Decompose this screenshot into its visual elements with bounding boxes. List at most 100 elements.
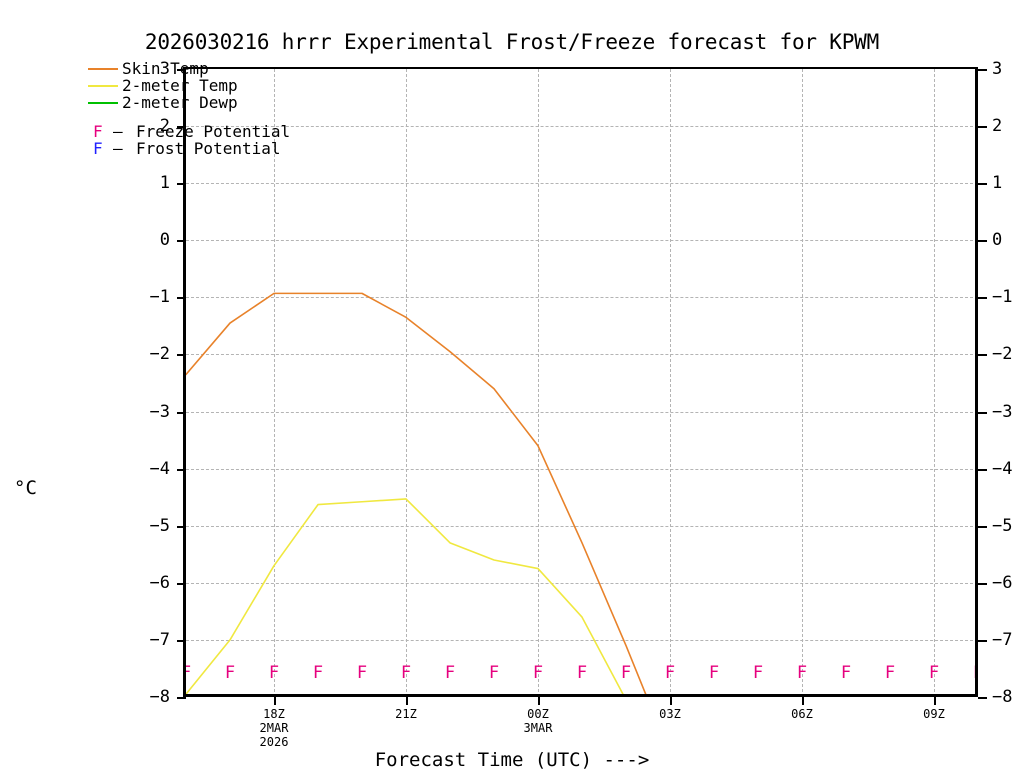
legend-line-swatch <box>88 85 118 87</box>
freeze-potential-marker: F <box>400 663 412 684</box>
horizontal-gridline <box>186 126 978 128</box>
x-tick <box>802 697 804 705</box>
legend-marker-dash: — <box>113 139 123 158</box>
y-tick-left <box>177 639 186 642</box>
y-tick-left <box>177 297 186 300</box>
y-tick-label-left: −8 <box>149 687 170 707</box>
y-axis-title: °C <box>14 477 37 499</box>
horizontal-gridline <box>186 411 978 413</box>
y-tick-label-left: 2 <box>159 116 170 137</box>
y-tick-left <box>177 183 186 186</box>
y-tick-label-right: −5 <box>992 515 1013 536</box>
y-tick-right <box>978 639 987 642</box>
x-tick-hour: 06Z <box>791 707 813 721</box>
freeze-potential-marker: F <box>224 663 236 684</box>
freeze-potential-marker: F <box>928 663 940 684</box>
freeze-potential-marker: F <box>268 663 280 684</box>
vertical-gridline <box>406 69 407 697</box>
freeze-potential-marker: F <box>444 663 456 684</box>
x-tick-hour: 18Z <box>263 707 285 721</box>
freeze-potential-marker: F <box>532 663 544 684</box>
legend-line-item: 2-meter Dewp <box>88 93 428 112</box>
horizontal-gridline <box>186 297 978 299</box>
y-tick-label-right: 0 <box>992 230 1003 251</box>
x-tick-label: 06Z <box>752 707 852 721</box>
x-tick-label: 03Z <box>620 707 720 721</box>
x-tick <box>670 697 672 705</box>
y-tick-right <box>978 468 987 471</box>
y-tick-left <box>177 126 186 129</box>
y-tick-right <box>978 69 987 71</box>
legend-marker-item: F — Freeze Potential <box>88 122 428 141</box>
freeze-potential-marker: F <box>186 665 193 682</box>
freeze-potential-marker: F <box>796 663 808 684</box>
y-tick-label-right: −7 <box>992 629 1013 650</box>
legend-line-swatch <box>88 68 118 70</box>
y-tick-right <box>978 582 987 585</box>
y-tick-label-left: −1 <box>149 287 170 308</box>
legend-marker-dash: — <box>113 122 123 141</box>
y-tick-label-left: 0 <box>159 230 170 251</box>
y-tick-left <box>177 468 186 471</box>
series-svg <box>186 292 648 697</box>
freeze-potential-marker: F <box>840 663 852 684</box>
x-tick <box>934 697 936 705</box>
y-tick-right <box>978 126 987 129</box>
x-tick <box>274 697 276 705</box>
plot-area: FFFFFFFFFFFFFFFFFFF <box>186 69 978 697</box>
y-tick-label-left: −4 <box>149 458 170 479</box>
legend-line-label: Skin Temp <box>122 59 209 78</box>
y-tick-label-right: −3 <box>992 401 1013 422</box>
horizontal-gridline <box>186 525 978 527</box>
y-tick-label-left: −6 <box>149 572 170 593</box>
y-tick-right <box>978 525 987 528</box>
vertical-gridline <box>670 69 671 697</box>
y-tick-label-right: −4 <box>992 458 1013 479</box>
legend-marker-glyph: F <box>93 122 103 141</box>
y-tick-label-left: 1 <box>159 173 170 194</box>
legend-marker-item: F — Frost Potential <box>88 139 428 158</box>
x-tick-hour: 00Z <box>527 707 549 721</box>
legend-line-label: 2-meter Temp <box>122 76 238 95</box>
y-tick-label-left: −2 <box>149 344 170 365</box>
legend-line-item: 2-meter Temp <box>88 76 428 95</box>
y-tick-label-right: 1 <box>992 173 1003 194</box>
vertical-gridline <box>538 69 539 697</box>
x-tick-label: 21Z <box>356 707 456 721</box>
y-tick-left <box>177 525 186 528</box>
series-line-2-meter-temp <box>186 498 626 697</box>
y-tick-right <box>978 240 987 243</box>
freeze-potential-marker: F <box>708 663 720 684</box>
x-tick-date: 2MAR <box>259 721 289 735</box>
x-tick-hour: 09Z <box>923 707 945 721</box>
legend-line-label: 2-meter Dewp <box>122 93 238 112</box>
freeze-potential-marker: F <box>488 663 500 684</box>
horizontal-gridline <box>186 354 978 356</box>
horizontal-gridline <box>186 639 978 641</box>
y-tick-label-right: −1 <box>992 287 1013 308</box>
y-tick-label-left: −7 <box>149 629 170 650</box>
y-tick-label-right: −8 <box>992 687 1013 707</box>
x-tick-date: 3MAR <box>523 721 553 735</box>
vertical-gridline <box>274 69 275 697</box>
freeze-potential-marker: F <box>356 663 368 684</box>
y-tick-left <box>177 240 186 243</box>
y-tick-left <box>177 354 186 357</box>
x-tick-hour: 03Z <box>659 707 681 721</box>
x-tick-label: 18Z 2MAR 2026 <box>224 707 324 749</box>
plot-frame <box>183 67 978 697</box>
y-tick-right <box>978 183 987 186</box>
y-tick-label-left: 3 <box>159 59 170 79</box>
legend-marker-label: Frost Potential <box>136 139 281 158</box>
y-tick-left <box>177 582 186 585</box>
y-tick-left <box>177 411 186 414</box>
freeze-potential-marker: F <box>620 663 632 684</box>
freeze-potential-marker: F <box>664 663 676 684</box>
y-tick-label-left: −3 <box>149 401 170 422</box>
y-tick-label-right: −2 <box>992 344 1013 365</box>
page-title: 2026030216 hrrr Experimental Frost/Freez… <box>144 30 880 54</box>
x-tick-label: 00Z 3MAR <box>488 707 588 735</box>
horizontal-gridline <box>186 183 978 185</box>
